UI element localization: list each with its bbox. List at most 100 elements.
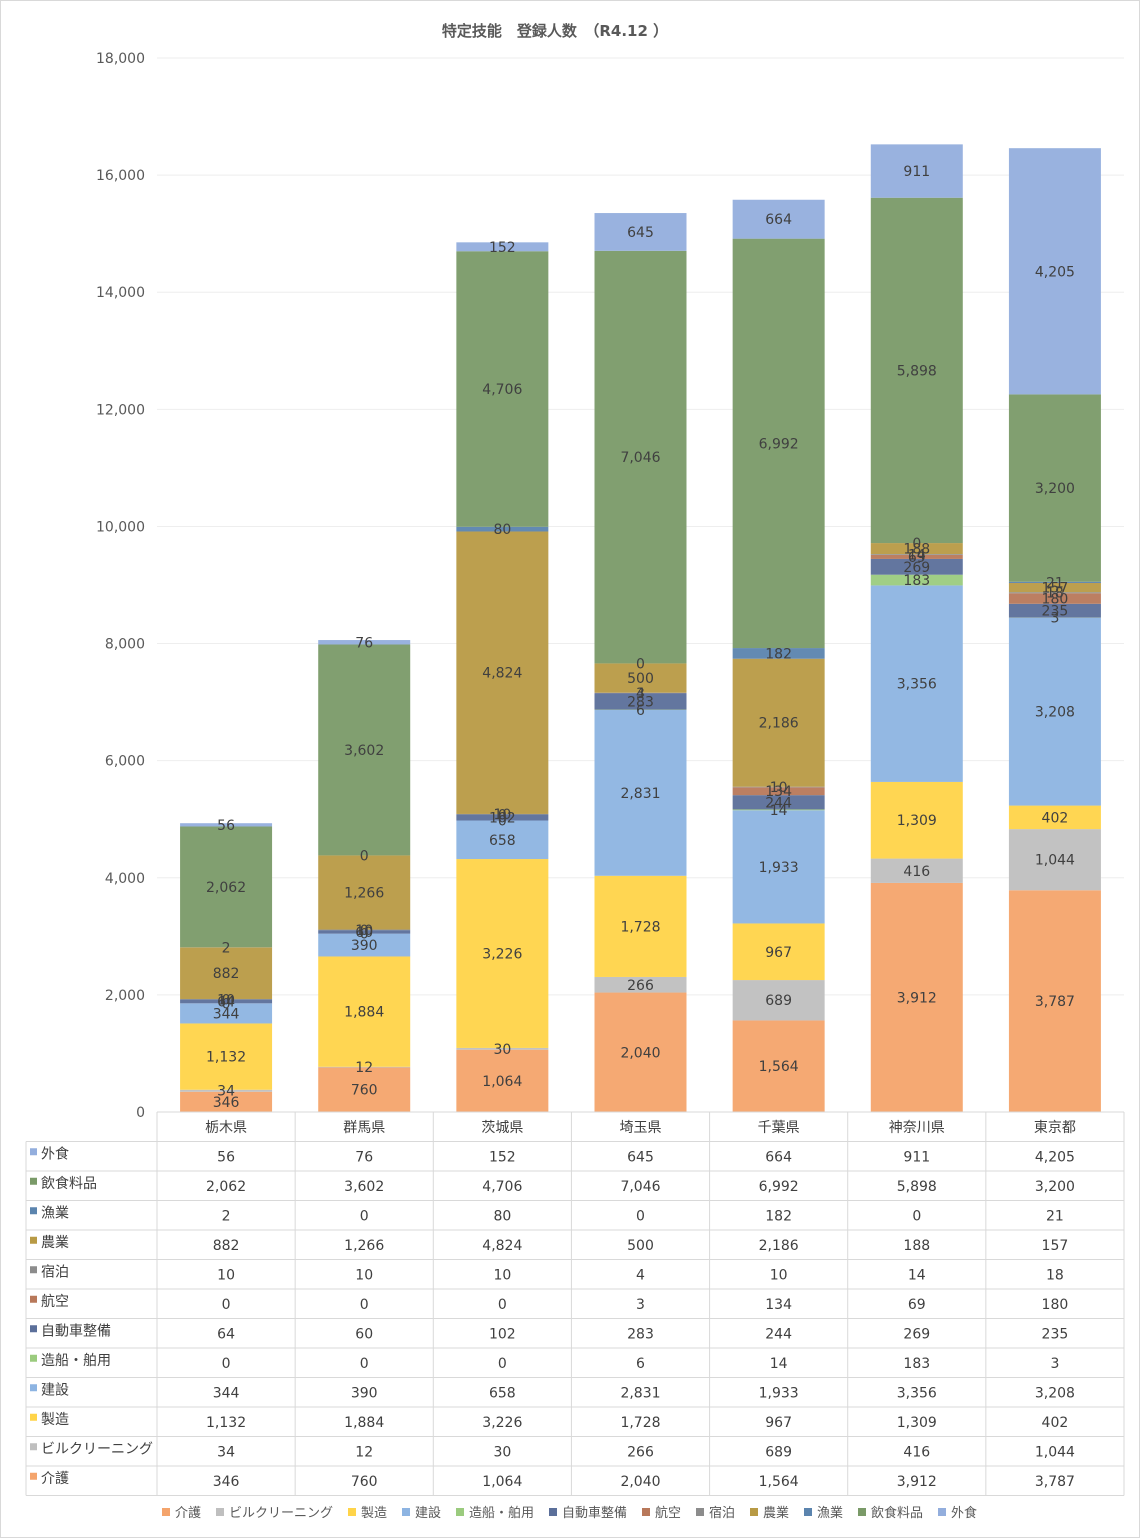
table-cell: 76 [355,1149,373,1165]
table-row-label: 農業 [41,1235,69,1251]
data-label: 0 [912,536,921,552]
bar-segment-建設 [732,810,825,924]
table-cell: 10 [493,1267,511,1283]
table-legend-key-宿泊 [30,1266,37,1274]
legend-key-建設 [402,1508,410,1516]
legend: 介護 ビルクリーニング 製造 建設 造船・舶用 自動車整備 航空 宿泊 農業 漁業 飲食料品 外食 [162,1505,977,1521]
data-label: 3,787 [1035,994,1075,1010]
table-legend-key-製造 [30,1413,37,1421]
bar-segment-製造 [594,875,687,977]
data-label: 0 [222,993,231,1009]
table-cell: 0 [360,1356,369,1372]
bar-segment-建設 [180,1003,273,1024]
data-label: 69 [908,550,926,566]
y-tick-label: 6,000 [105,754,145,770]
data-label: 1,064 [482,1074,522,1090]
bar-segment-漁業 [456,526,549,532]
table-cell: 235 [1042,1326,1069,1342]
bar-segment-飲食料品 [870,197,963,544]
table-cell: 1,728 [620,1415,660,1431]
table-cell: 1,132 [206,1415,246,1431]
bar-segment-自動車整備 [456,814,549,821]
data-label: 183 [903,573,930,589]
data-label: 0 [636,656,645,672]
data-label: 4,824 [482,666,522,682]
data-label: 80 [493,522,511,538]
table-row-label: 外食 [41,1145,69,1162]
table-cell: 21 [1046,1208,1064,1224]
bar-segment-造船-舶用 [870,574,963,586]
table-legend-key-ビルクリーニング [30,1443,37,1451]
table-legend-key-建設 [30,1384,37,1392]
bar-segment-介護 [180,1091,273,1112]
bar-segment-宿泊 [456,813,549,815]
table-cell: 30 [493,1444,511,1460]
table-cell: 402 [1042,1415,1069,1431]
legend-key-造船-舶用 [456,1508,464,1516]
bar-segment-自動車整備 [180,999,273,1004]
table-row-label: 建設 [41,1382,69,1398]
table-row-label: 自動車整備 [41,1322,111,1339]
bar-segment-飲食料品 [180,826,273,948]
table-cell: 4 [636,1267,645,1283]
table-cell: 2,040 [620,1474,660,1490]
data-label: 1,044 [1035,853,1075,869]
data-label: 645 [627,225,654,241]
table-cell: 4,706 [482,1179,522,1195]
bar-segment-農業 [318,855,411,930]
table-cell: 664 [765,1149,792,1165]
table-cell: 390 [351,1385,378,1401]
bar-segment-外食 [870,144,963,198]
table-cell: 7,046 [620,1179,660,1195]
data-label: 760 [351,1083,378,1099]
y-tick-label: 14,000 [96,285,145,301]
table-cell: 1,564 [759,1474,799,1490]
bar-segment-ビルクリーニング [732,980,825,1021]
legend-key-外食 [938,1508,946,1516]
data-label: 10 [770,780,788,796]
bar-segment-介護 [732,1020,825,1112]
table-header-cell: 茨城県 [481,1120,523,1136]
data-label: 390 [351,938,378,954]
data-label: 2,831 [620,786,660,802]
table-cell: 3,356 [897,1385,937,1401]
table-legend-key-造船-舶用 [30,1354,37,1362]
table-cell: 689 [765,1444,792,1460]
legend-key-宿泊 [696,1508,704,1516]
bar-segment-ビルクリーニング [594,976,687,993]
table-cell: 180 [1042,1297,1069,1313]
table-cell: 64 [217,1326,235,1342]
table-cell: 0 [360,1297,369,1313]
table-cell: 1,884 [344,1415,384,1431]
table-cell: 12 [355,1444,373,1460]
data-label: 346 [213,1095,240,1111]
data-label: 266 [627,978,654,994]
table-cell: 18 [1046,1267,1064,1283]
table-cell: 1,044 [1035,1444,1075,1460]
bar-segment-介護 [318,1067,411,1112]
table-header-cell: 群馬県 [343,1120,385,1136]
legend-key-自動車整備 [549,1508,557,1516]
table-cell: 3,787 [1035,1474,1075,1490]
data-label: 76 [355,635,373,651]
legend-key-ビルクリーニング [216,1508,224,1516]
table-cell: 1,064 [482,1474,522,1490]
table-cell: 10 [355,1267,373,1283]
bar-segment-製造 [318,956,411,1067]
data-label: 0 [360,848,369,864]
data-label: 1,728 [620,919,660,935]
data-label: 134 [765,784,792,800]
bar-segment-外食 [318,640,411,645]
table-row-label: ビルクリーニング [41,1441,153,1457]
data-label: 18 [1046,586,1064,602]
bar-segment-外食 [732,199,825,239]
bar-segment-宿泊 [180,998,273,1000]
data-label: 283 [627,694,654,710]
data-label: 2,062 [206,880,246,896]
table-legend-key-自動車整備 [30,1325,37,1333]
table-cell: 882 [213,1238,240,1254]
table-cell: 69 [908,1297,926,1313]
table-cell: 269 [903,1326,930,1342]
table-cell: 1,933 [759,1385,799,1401]
table-cell: 2,831 [620,1385,660,1401]
